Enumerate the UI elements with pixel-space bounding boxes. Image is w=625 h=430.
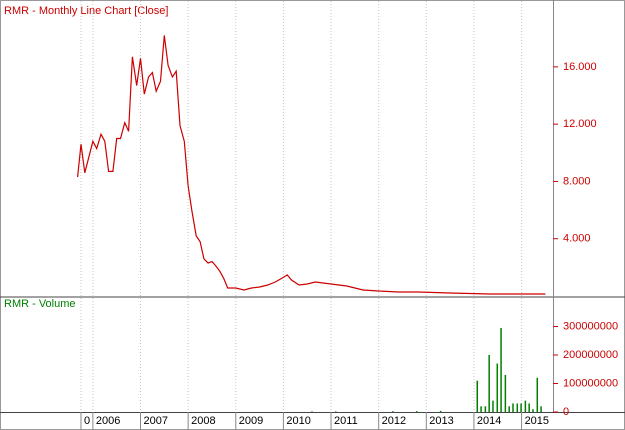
volume-bar <box>524 400 527 412</box>
volume-bar <box>508 406 510 412</box>
volume-bar <box>492 400 494 412</box>
x-tick-label: 0 <box>84 415 90 427</box>
volume-bar <box>536 377 539 412</box>
volume-bar <box>476 380 479 412</box>
volume-bar <box>335 411 337 412</box>
volume-bar <box>311 411 313 412</box>
volume-bar <box>496 363 499 412</box>
chart-title: RMR - Monthly Line Chart [Close] <box>4 5 168 17</box>
x-tick-label: 2010 <box>286 415 310 427</box>
x-tick-label: 2015 <box>525 415 549 427</box>
y-tick-label: 12.000 <box>563 118 597 130</box>
x-tick-label: 2014 <box>477 415 501 427</box>
x-tick-label: 2013 <box>429 415 453 427</box>
volume-bar <box>516 403 519 412</box>
volume-bar <box>488 355 490 412</box>
y-tick-label: 8.000 <box>563 175 591 187</box>
volume-bar <box>480 406 482 412</box>
x-tick-label: 2006 <box>96 415 120 427</box>
volume-bar <box>504 374 507 412</box>
volume-bar <box>540 406 542 412</box>
volume-bar <box>416 411 418 412</box>
volume-bar <box>528 403 530 412</box>
y-tick-label: 200000000 <box>563 349 618 361</box>
y-tick-label: 300000000 <box>563 320 618 332</box>
chart-title: RMR - Volume <box>4 298 76 310</box>
volume-bar <box>484 406 487 412</box>
x-tick-label: 2008 <box>191 415 215 427</box>
x-tick-label: 2012 <box>382 415 406 427</box>
volume-bar <box>392 411 394 412</box>
volume-bar <box>512 403 514 412</box>
volume-bar <box>520 403 522 412</box>
y-tick-label: 16.000 <box>563 61 597 73</box>
y-tick-label: 100000000 <box>563 377 618 389</box>
x-tick-label: 2007 <box>144 415 168 427</box>
x-tick-label: 2011 <box>334 415 358 427</box>
price-line <box>77 35 546 295</box>
y-tick-label: 4.000 <box>563 233 591 245</box>
x-tick-label: 2009 <box>239 415 263 427</box>
volume-bar <box>500 327 502 412</box>
volume-bar <box>439 410 442 412</box>
volume-bar <box>532 409 534 412</box>
y-tick-label: 0 <box>563 406 569 418</box>
